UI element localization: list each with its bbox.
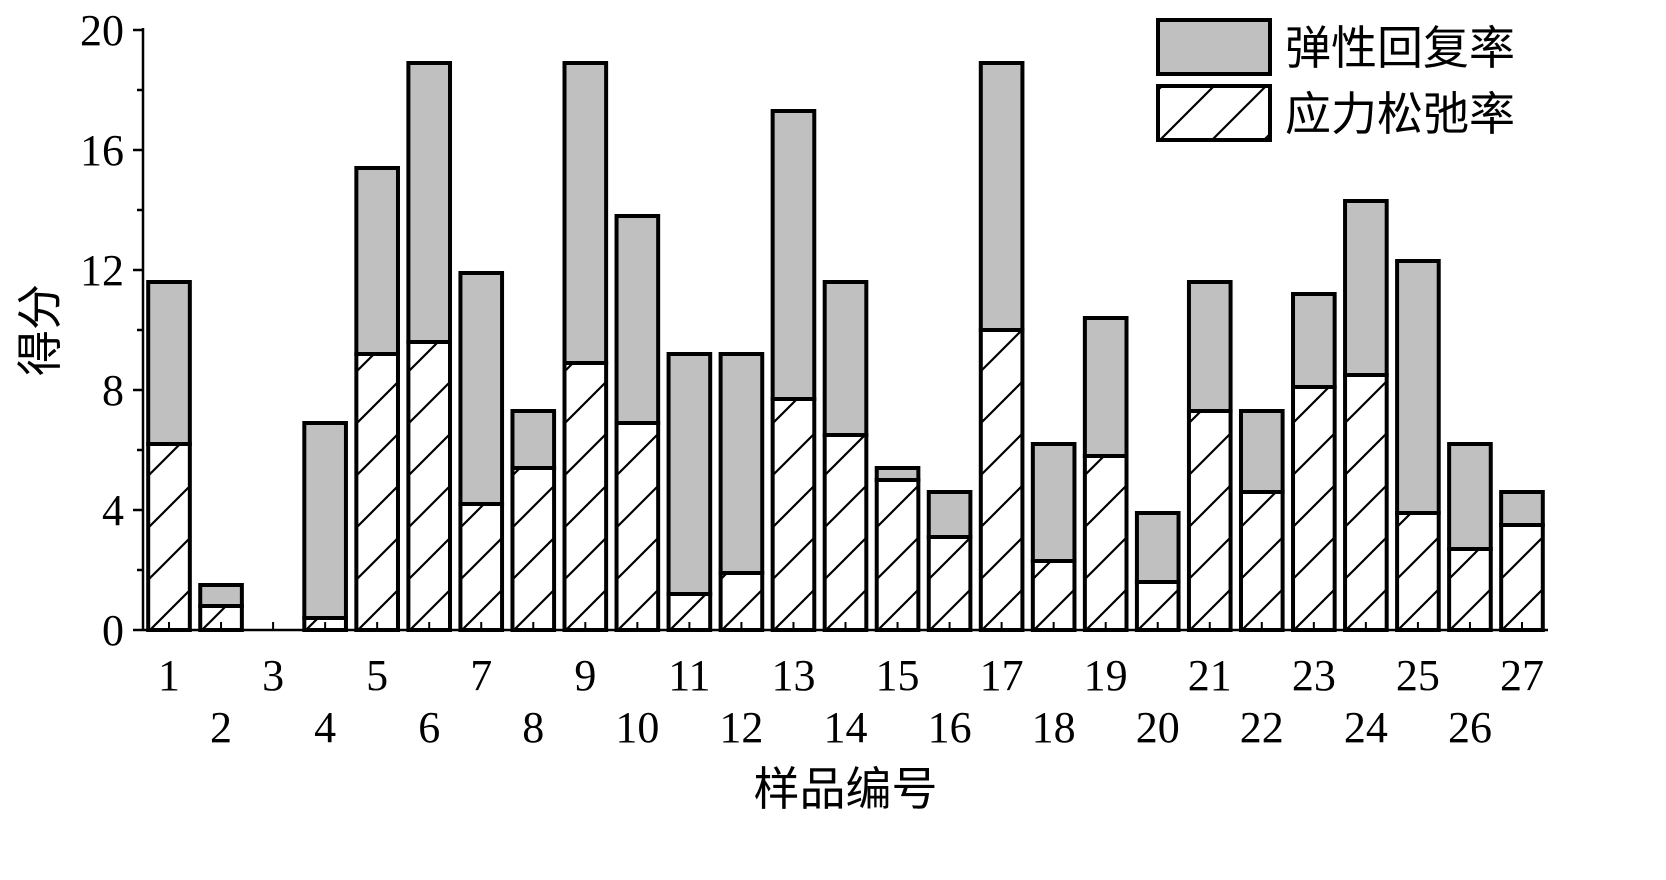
bar-stress-relaxation-17 xyxy=(978,328,1025,632)
legend-label: 应力松弛率 xyxy=(1285,89,1515,140)
x-tick-label: 16 xyxy=(928,703,972,752)
legend-swatch xyxy=(1156,18,1272,76)
bar-elastic-recovery-26 xyxy=(1447,442,1493,551)
bar-stress-relaxation-15 xyxy=(874,478,921,632)
bar-elastic-recovery-20 xyxy=(1134,511,1181,584)
x-axis-title: 样品编号 xyxy=(754,764,938,815)
bar-elastic-recovery-19 xyxy=(1082,316,1129,458)
x-tick-label: 11 xyxy=(668,651,710,700)
x-tick-label: 13 xyxy=(771,651,815,700)
bar-stress-relaxation-21 xyxy=(1186,409,1233,632)
bar-elastic-recovery-1 xyxy=(146,280,192,446)
y-tick-label: 16 xyxy=(80,126,124,175)
x-tick-label: 19 xyxy=(1084,651,1128,700)
labels-layer: 0481216201234567891011121314151617181920… xyxy=(15,6,1544,815)
x-tick-label: 12 xyxy=(719,703,763,752)
bar-elastic-recovery-11 xyxy=(666,352,713,596)
bar-stress-relaxation-25 xyxy=(1395,511,1441,632)
bar-elastic-recovery-17 xyxy=(978,61,1025,332)
bar-stress-relaxation-27 xyxy=(1499,523,1545,632)
bar-elastic-recovery-24 xyxy=(1343,199,1389,377)
y-axis-title: 得分 xyxy=(15,284,66,376)
x-tick-label: 3 xyxy=(262,651,284,700)
y-tick-label: 8 xyxy=(102,366,124,415)
bar-stress-relaxation-5 xyxy=(354,352,400,632)
x-tick-label: 5 xyxy=(366,651,388,700)
bar-stress-relaxation-1 xyxy=(146,442,192,632)
bar-elastic-recovery-8 xyxy=(510,409,557,470)
x-tick-label: 15 xyxy=(876,651,920,700)
x-tick-label: 18 xyxy=(1032,703,1076,752)
bar-elastic-recovery-25 xyxy=(1395,259,1441,515)
x-tick-label: 6 xyxy=(418,703,440,752)
bar-stress-relaxation-6 xyxy=(406,340,453,632)
bar-elastic-recovery-18 xyxy=(1030,442,1077,563)
bar-elastic-recovery-14 xyxy=(822,280,869,437)
bar-stress-relaxation-22 xyxy=(1238,490,1285,632)
y-tick-label: 0 xyxy=(102,606,124,655)
bar-elastic-recovery-7 xyxy=(458,271,505,506)
bar-elastic-recovery-12 xyxy=(718,352,765,575)
bar-elastic-recovery-2 xyxy=(198,583,244,608)
bar-stress-relaxation-7 xyxy=(458,502,505,632)
x-tick-label: 25 xyxy=(1396,651,1440,700)
x-tick-label: 24 xyxy=(1344,703,1388,752)
bar-elastic-recovery-10 xyxy=(614,214,661,425)
x-tick-label: 22 xyxy=(1240,703,1284,752)
bar-stress-relaxation-19 xyxy=(1082,454,1129,632)
bar-elastic-recovery-4 xyxy=(302,421,348,620)
bar-stress-relaxation-16 xyxy=(926,535,973,632)
bar-stress-relaxation-13 xyxy=(770,397,817,632)
legend-swatch xyxy=(1156,84,1272,142)
bar-elastic-recovery-5 xyxy=(354,166,400,356)
x-tick-label: 27 xyxy=(1500,651,1544,700)
x-tick-label: 17 xyxy=(980,651,1024,700)
bar-elastic-recovery-13 xyxy=(770,109,817,401)
x-tick-label: 23 xyxy=(1292,651,1336,700)
bars-layer xyxy=(146,61,1545,632)
bar-elastic-recovery-23 xyxy=(1291,292,1337,389)
bar-elastic-recovery-16 xyxy=(926,490,973,539)
x-tick-label: 8 xyxy=(522,703,544,752)
bar-stress-relaxation-18 xyxy=(1030,559,1077,632)
x-tick-label: 14 xyxy=(824,703,868,752)
x-tick-label: 10 xyxy=(615,703,659,752)
bar-stress-relaxation-24 xyxy=(1343,373,1389,632)
x-tick-label: 2 xyxy=(210,703,232,752)
axes-layer xyxy=(133,28,1548,632)
x-tick-label: 21 xyxy=(1188,651,1232,700)
bar-stress-relaxation-14 xyxy=(822,433,869,632)
bar-stress-relaxation-10 xyxy=(614,421,661,632)
y-tick-label: 12 xyxy=(80,246,124,295)
bar-stress-relaxation-12 xyxy=(718,571,765,632)
x-tick-label: 1 xyxy=(158,651,180,700)
x-tick-label: 9 xyxy=(574,651,596,700)
x-tick-label: 20 xyxy=(1136,703,1180,752)
bar-elastic-recovery-9 xyxy=(562,61,609,365)
bar-stress-relaxation-23 xyxy=(1291,385,1337,632)
bar-elastic-recovery-21 xyxy=(1186,280,1233,413)
y-tick-label: 20 xyxy=(80,6,124,55)
bar-stress-relaxation-9 xyxy=(562,361,609,632)
legend-label: 弹性回复率 xyxy=(1285,23,1515,74)
x-tick-label: 7 xyxy=(470,651,492,700)
x-tick-label: 4 xyxy=(314,703,336,752)
bar-elastic-recovery-15 xyxy=(874,466,921,482)
bar-stress-relaxation-26 xyxy=(1447,547,1493,632)
bar-elastic-recovery-22 xyxy=(1238,409,1285,494)
bar-elastic-recovery-27 xyxy=(1499,490,1545,527)
y-tick-label: 4 xyxy=(102,486,124,535)
bar-elastic-recovery-6 xyxy=(406,61,453,344)
x-tick-label: 26 xyxy=(1448,703,1492,752)
bar-stress-relaxation-8 xyxy=(510,466,557,632)
